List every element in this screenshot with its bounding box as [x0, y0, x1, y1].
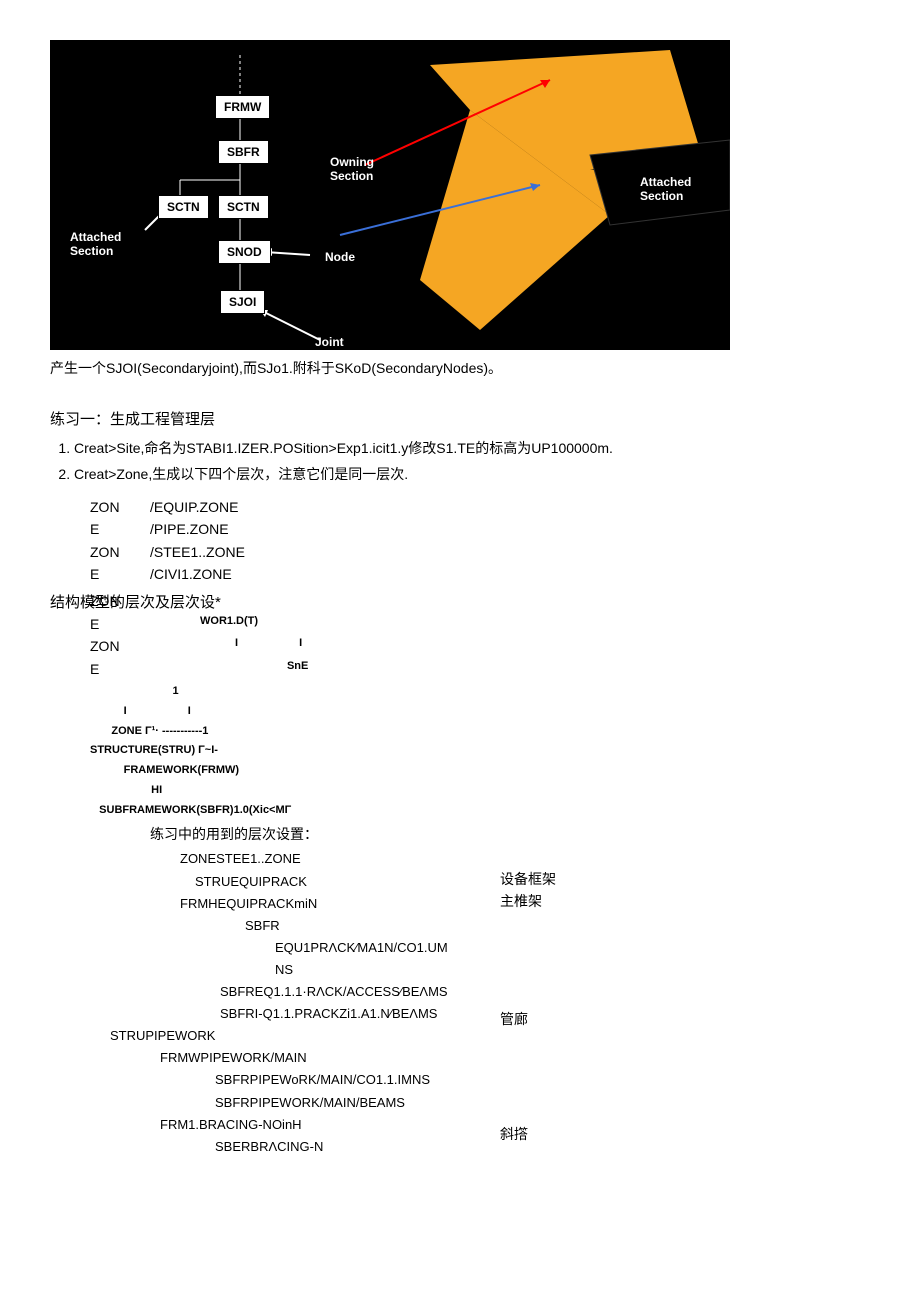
label-attached-right: Attached Section: [640, 175, 691, 203]
exercise1-steps: Creat>Site,命名为STABI1.IZER.POSition>Exp1.…: [50, 437, 870, 486]
label-joint: Joint: [315, 335, 344, 349]
tree-item: NS: [50, 959, 870, 981]
box-snod: SNOD: [218, 240, 271, 264]
exercise1-title: 练习一：生成工程管理层: [50, 408, 870, 429]
diagram-svg: [50, 40, 730, 350]
box-sjoi: SJOI: [220, 290, 265, 314]
side-label-2: 主椎架: [500, 890, 542, 914]
tree-item: SBFRPIPEWoRK/MAIN/CO1.1.IMNS: [50, 1069, 870, 1091]
tree-item: SBFRPIPEWORK/MAIN/BEAMS: [50, 1092, 870, 1114]
tree-item: SBERBRΛCING-N: [50, 1136, 870, 1158]
label-node: Node: [325, 250, 355, 264]
tree-item: FRMWPIPEWORK/MAIN: [50, 1047, 870, 1069]
hierarchy-block: 1 I I ZONE Γ¹· -----------1 STRUCTURE(ST…: [90, 682, 870, 821]
box-sctn1: SCTN: [158, 195, 209, 219]
side-label-3: 管廊: [500, 1008, 528, 1032]
sub-title: 练习中的用到的层次设置：: [150, 824, 870, 844]
step-1: Creat>Site,命名为STABI1.IZER.POSition>Exp1.…: [74, 437, 870, 459]
box-sctn2: SCTN: [218, 195, 269, 219]
box-frmw: FRMW: [215, 95, 270, 119]
side-label-4: 斜撘: [500, 1123, 528, 1147]
tree-item: FRM1.BRACING-NOinH: [50, 1114, 870, 1136]
side-label-1: 设备框架: [500, 868, 556, 892]
tree-item: SBFREQ1.1.1·RΛCK/ACCESS⁄BEΛMS: [50, 981, 870, 1003]
tree-item: STRUPIPEWORK: [50, 1025, 870, 1047]
hierarchy-diagram: FRMW SBFR SCTN SCTN SNOD SJOI Owning Sec…: [50, 40, 730, 350]
tree-block: 设备框架 主椎架 管廊 斜撘 ZONESTEE1..ZONESTRUEQUIPR…: [50, 848, 870, 1157]
tree-item: STRUEQUIPRACK: [50, 871, 870, 893]
label-attached-left: Attached Section: [70, 230, 121, 258]
tree-item: EQU1PRΛCK⁄MA1N/CO1.UM: [50, 937, 870, 959]
tree-item: SBFRI-Q1.1.PRACKZi1.A1.N⁄BEΛMS: [50, 1003, 870, 1025]
label-owning: Owning Section: [330, 155, 374, 183]
zone-table-2: ZON EWOR1.D(T) ZONI I E SnE: [90, 590, 870, 680]
diagram-caption: 产生一个SJOI(Secondaryjoint),而SJo1.附科于SKoD(S…: [50, 358, 870, 378]
box-sbfr: SBFR: [218, 140, 269, 164]
tree-item: SBFR: [50, 915, 870, 937]
step-2: Creat>Zone,生成以下四个层次，注意它们是同一层次.: [74, 463, 870, 485]
tree-item: ZONESTEE1..ZONE: [50, 848, 870, 870]
zone-table: ZON/EQUIP.ZONE E/PIPE.ZONE ZON/STEE1..ZO…: [90, 496, 870, 586]
tree-item: FRMHEQUIPRACKmiN: [50, 893, 870, 915]
